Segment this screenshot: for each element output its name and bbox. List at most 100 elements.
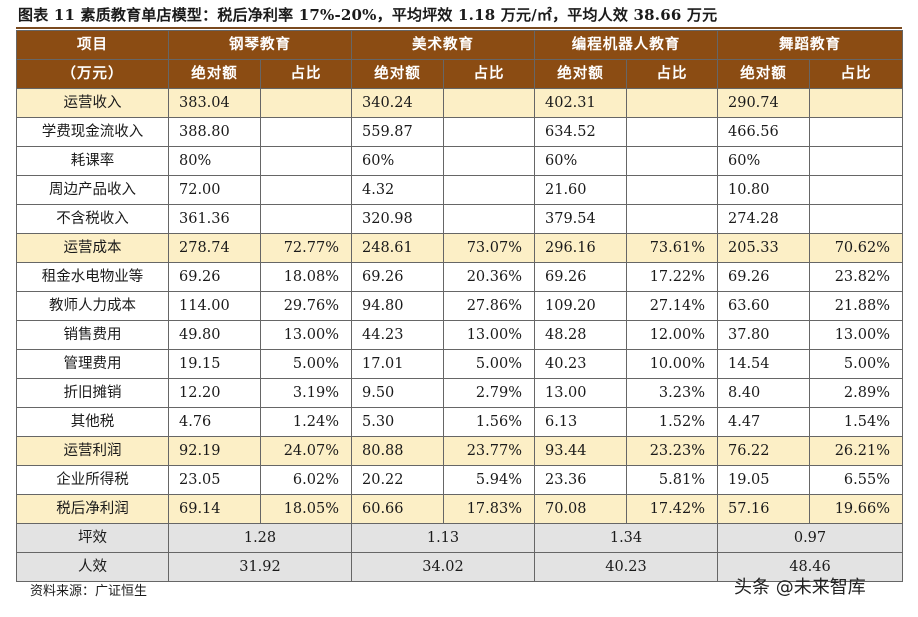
- table-row: 企业所得税 23.05 6.02% 20.22 5.94% 23.36 5.81% 19.05…: [16, 465, 903, 495]
- abs-value-cell: 114.00: [168, 291, 261, 321]
- abs-value-cell: 63.60: [717, 291, 810, 321]
- efficiency-value-cell: 34.02: [351, 552, 535, 582]
- table-row: 税后净利润 69.14 18.05% 60.66 17.83% 70.08 17.42% 57…: [16, 494, 903, 524]
- table-row: 耗课率 80% 60% 60% 60%: [16, 146, 903, 176]
- abs-value-cell: 8.40: [717, 378, 810, 408]
- pct-value-cell: [809, 204, 903, 234]
- pct-value-cell: [626, 204, 718, 234]
- table-row: 学费现金流收入 388.80 559.87 634.52 466.56: [16, 117, 903, 147]
- pct-value-cell: [809, 146, 903, 176]
- row-label: 周边产品收入: [16, 175, 169, 205]
- header-row-categories: 项目 钢琴教育 美术教育 编程机器人教育 舞蹈教育: [16, 30, 903, 60]
- pct-value-cell: [626, 175, 718, 205]
- row-label: 耗课率: [16, 146, 169, 176]
- abs-value-cell: 80%: [168, 146, 261, 176]
- abs-value-cell: 23.05: [168, 465, 261, 495]
- pct-value-cell: [443, 146, 535, 176]
- pct-value-cell: 21.88%: [809, 291, 903, 321]
- abs-value-cell: 4.76: [168, 407, 261, 437]
- pct-value-cell: 23.23%: [626, 436, 718, 466]
- table-row: 折旧摊销 12.20 3.19% 9.50 2.79% 13.00 3.23% 8.40 2.8…: [16, 378, 903, 408]
- abs-value-cell: 49.80: [168, 320, 261, 350]
- row-label: 税后净利润: [16, 494, 169, 524]
- pct-value-cell: [260, 204, 352, 234]
- abs-value-cell: 466.56: [717, 117, 810, 147]
- abs-value-cell: 296.16: [534, 233, 627, 263]
- pct-value-cell: 18.08%: [260, 262, 352, 292]
- source-note: 资料来源：广证恒生: [30, 584, 148, 599]
- abs-value-cell: 60%: [717, 146, 810, 176]
- abs-value-cell: 76.22: [717, 436, 810, 466]
- pct-value-cell: [260, 175, 352, 205]
- abs-value-cell: 20.22: [351, 465, 444, 495]
- abs-value-cell: 4.47: [717, 407, 810, 437]
- abs-value-cell: 634.52: [534, 117, 627, 147]
- pct-value-cell: 27.86%: [443, 291, 535, 321]
- table-row: 其他税 4.76 1.24% 5.30 1.56% 6.13 1.52% 4.47 1.54%: [16, 407, 903, 437]
- pct-value-cell: 72.77%: [260, 233, 352, 263]
- abs-value-cell: 4.32: [351, 175, 444, 205]
- pct-value-cell: 27.14%: [626, 291, 718, 321]
- row-label: 销售费用: [16, 320, 169, 350]
- header-category-art: 美术教育: [351, 30, 535, 60]
- header-pct: 占比: [626, 59, 718, 89]
- abs-value-cell: 5.30: [351, 407, 444, 437]
- row-label: 企业所得税: [16, 465, 169, 495]
- abs-value-cell: 379.54: [534, 204, 627, 234]
- abs-value-cell: 340.24: [351, 88, 444, 118]
- abs-value-cell: 278.74: [168, 233, 261, 263]
- pct-value-cell: 1.56%: [443, 407, 535, 437]
- pct-value-cell: 73.07%: [443, 233, 535, 263]
- abs-value-cell: 69.26: [351, 262, 444, 292]
- figure-title: 图表 11 素质教育单店模型：税后净利率 17%-20%，平均坪效 1.18 万…: [18, 6, 718, 24]
- abs-value-cell: 13.00: [534, 378, 627, 408]
- abs-value-cell: 14.54: [717, 349, 810, 379]
- header-pct: 占比: [443, 59, 535, 89]
- abs-value-cell: 205.33: [717, 233, 810, 263]
- pct-value-cell: 2.89%: [809, 378, 903, 408]
- pct-value-cell: [443, 117, 535, 147]
- table-row: 管理费用 19.15 5.00% 17.01 5.00% 40.23 10.00% 14.54…: [16, 349, 903, 379]
- abs-value-cell: 12.20: [168, 378, 261, 408]
- abs-value-cell: 23.36: [534, 465, 627, 495]
- pct-value-cell: 12.00%: [626, 320, 718, 350]
- efficiency-value-cell: 1.28: [168, 523, 352, 553]
- abs-value-cell: 57.16: [717, 494, 810, 524]
- row-label: 不含税收入: [16, 204, 169, 234]
- abs-value-cell: 17.01: [351, 349, 444, 379]
- pct-value-cell: 3.19%: [260, 378, 352, 408]
- pct-value-cell: 17.83%: [443, 494, 535, 524]
- header-abs: 绝对额: [534, 59, 627, 89]
- pct-value-cell: [626, 117, 718, 147]
- row-label: 其他税: [16, 407, 169, 437]
- pct-value-cell: 24.07%: [260, 436, 352, 466]
- table-row: 不含税收入 361.36 320.98 379.54 274.28: [16, 204, 903, 234]
- pct-value-cell: 23.77%: [443, 436, 535, 466]
- pct-value-cell: 6.55%: [809, 465, 903, 495]
- pct-value-cell: [443, 204, 535, 234]
- abs-value-cell: 383.04: [168, 88, 261, 118]
- pct-value-cell: [443, 175, 535, 205]
- abs-value-cell: 109.20: [534, 291, 627, 321]
- abs-value-cell: 10.80: [717, 175, 810, 205]
- pct-value-cell: 70.62%: [809, 233, 903, 263]
- abs-value-cell: 274.28: [717, 204, 810, 234]
- pct-value-cell: 13.00%: [443, 320, 535, 350]
- pct-value-cell: 13.00%: [260, 320, 352, 350]
- header-pct: 占比: [809, 59, 903, 89]
- abs-value-cell: 361.36: [168, 204, 261, 234]
- pct-value-cell: [809, 175, 903, 205]
- abs-value-cell: 72.00: [168, 175, 261, 205]
- pct-value-cell: 17.22%: [626, 262, 718, 292]
- pct-value-cell: 1.24%: [260, 407, 352, 437]
- abs-value-cell: 21.60: [534, 175, 627, 205]
- abs-value-cell: 69.14: [168, 494, 261, 524]
- abs-value-cell: 19.05: [717, 465, 810, 495]
- header-pct: 占比: [260, 59, 352, 89]
- abs-value-cell: 37.80: [717, 320, 810, 350]
- abs-value-cell: 60%: [534, 146, 627, 176]
- abs-value-cell: 559.87: [351, 117, 444, 147]
- table-body: 项目 钢琴教育 美术教育 编程机器人教育 舞蹈教育 （万元） 绝对额 占比 绝对…: [16, 30, 903, 582]
- pct-value-cell: 1.54%: [809, 407, 903, 437]
- pct-value-cell: [260, 88, 352, 118]
